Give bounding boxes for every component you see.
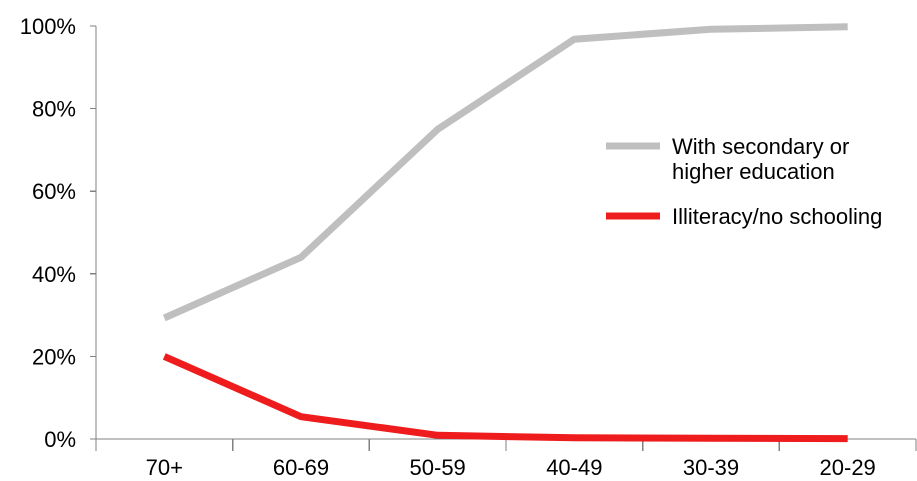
axes: 0% 20% 40% 60% 80% 100% 70+ 60-69 50-59 40-49 30-3… — [20, 14, 917, 480]
series-lines — [162, 23, 848, 443]
y-tick-label: 60% — [32, 179, 76, 204]
x-tick-label: 50-59 — [410, 455, 466, 480]
legend-label: With secondary or — [672, 134, 849, 159]
series-line-1 — [162, 353, 848, 443]
y-tick-label: 0% — [44, 427, 76, 452]
y-tick-label: 100% — [20, 14, 76, 39]
series-line-0 — [162, 23, 848, 322]
legend-label: higher education — [672, 159, 835, 184]
legend-label: Illiteracy/no schooling — [672, 204, 882, 229]
y-tick-label: 40% — [32, 262, 76, 287]
x-tick-label: 20-29 — [820, 455, 876, 480]
y-tick-label: 20% — [32, 344, 76, 369]
x-tick-label: 30-39 — [683, 455, 739, 480]
x-tick-label: 70+ — [146, 455, 183, 480]
x-tick-label: 40-49 — [546, 455, 602, 480]
x-tick-label: 60-69 — [273, 455, 329, 480]
y-tick-label: 80% — [32, 97, 76, 122]
